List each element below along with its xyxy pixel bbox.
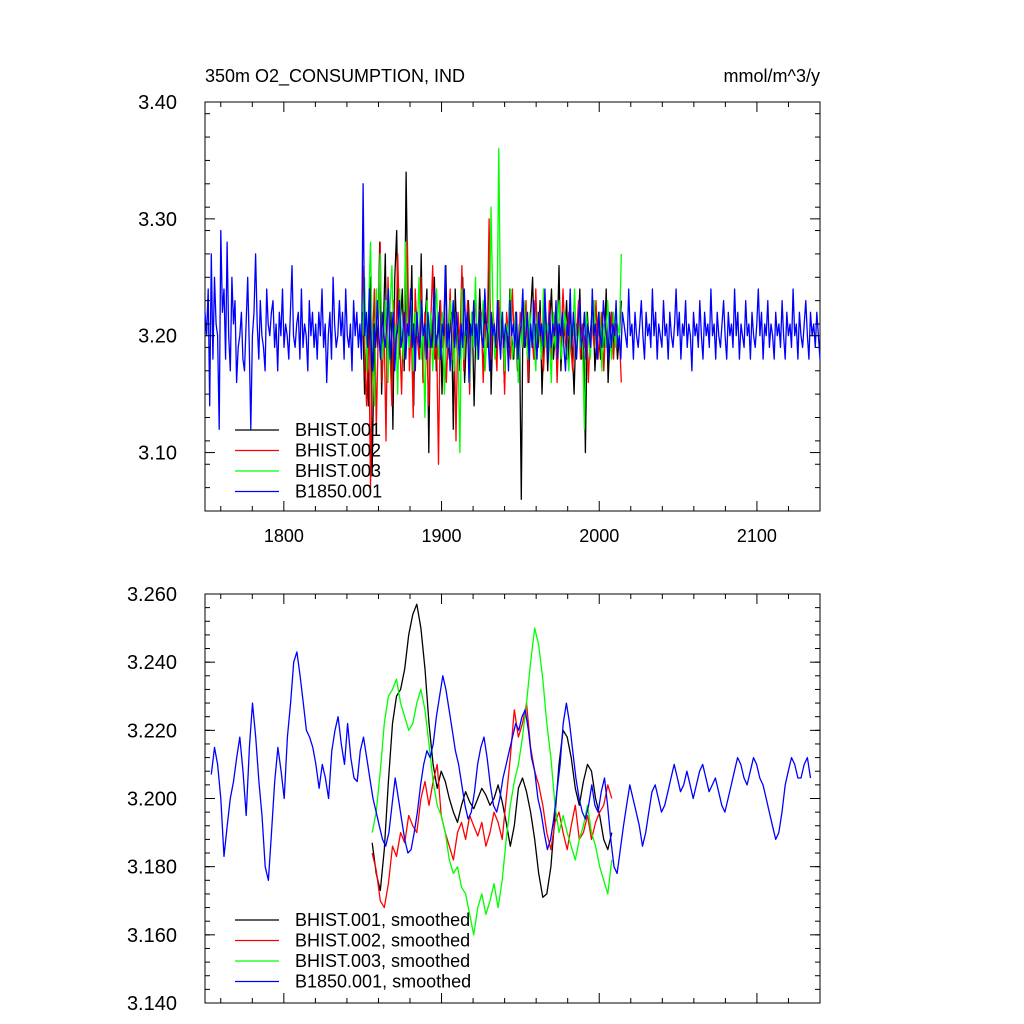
series-group	[204, 148, 821, 500]
y-tick-label: 3.20	[138, 326, 177, 348]
y-tick-label: 3.180	[127, 857, 177, 879]
series-line-4	[204, 183, 821, 430]
series-line-3	[371, 627, 613, 936]
bottom-chart: 3.140 3.160 3.180 3.200 3.220 3.240 3.260 BHIS…	[127, 584, 821, 1015]
legend-label: BHIST.001, smoothed	[295, 910, 470, 930]
chart-title: 350m O2_CONSUMPTION, IND	[205, 66, 465, 87]
chart-units: mmol/m^3/y	[724, 66, 820, 86]
x-tick-label: 2000	[579, 526, 619, 546]
legend-label: B1850.001	[295, 482, 382, 502]
legend-label: BHIST.003, smoothed	[295, 951, 470, 971]
y-tick-label: 3.40	[138, 92, 177, 114]
axes: 1800 1900 2000 2100 3.10 3.20 3.30 3.40	[138, 92, 821, 546]
series-line-2	[371, 702, 613, 909]
series-line-4	[210, 651, 812, 881]
y-tick-label: 3.30	[138, 209, 177, 231]
x-tick-label: 1900	[422, 526, 462, 546]
x-tick-label: 2100	[737, 526, 777, 546]
top-chart: 350m O2_CONSUMPTION, IND mmol/m^3/y 1800…	[138, 66, 821, 546]
series-group	[210, 603, 812, 936]
series-line-1	[371, 603, 613, 898]
y-tick-label: 3.220	[127, 720, 177, 742]
legend-label: BHIST.002	[295, 441, 381, 461]
plot-frame	[204, 101, 821, 512]
y-tick-label: 3.10	[138, 443, 177, 465]
legend-label: BHIST.002, smoothed	[295, 931, 470, 951]
legend-label: B1850.001, smoothed	[295, 972, 471, 992]
series-line-2	[362, 218, 622, 489]
y-tick-label: 3.240	[127, 652, 177, 674]
axes: 3.140 3.160 3.180 3.200 3.220 3.240 3.260	[127, 584, 821, 1015]
y-tick-label: 3.160	[127, 925, 177, 947]
y-tick-label: 3.200	[127, 789, 177, 811]
y-tick-label: 3.260	[127, 584, 177, 606]
x-tick-label: 1800	[264, 526, 304, 546]
legend-label: BHIST.003	[295, 461, 381, 481]
y-tick-label: 3.140	[127, 993, 177, 1015]
legend-label: BHIST.001	[295, 420, 381, 440]
